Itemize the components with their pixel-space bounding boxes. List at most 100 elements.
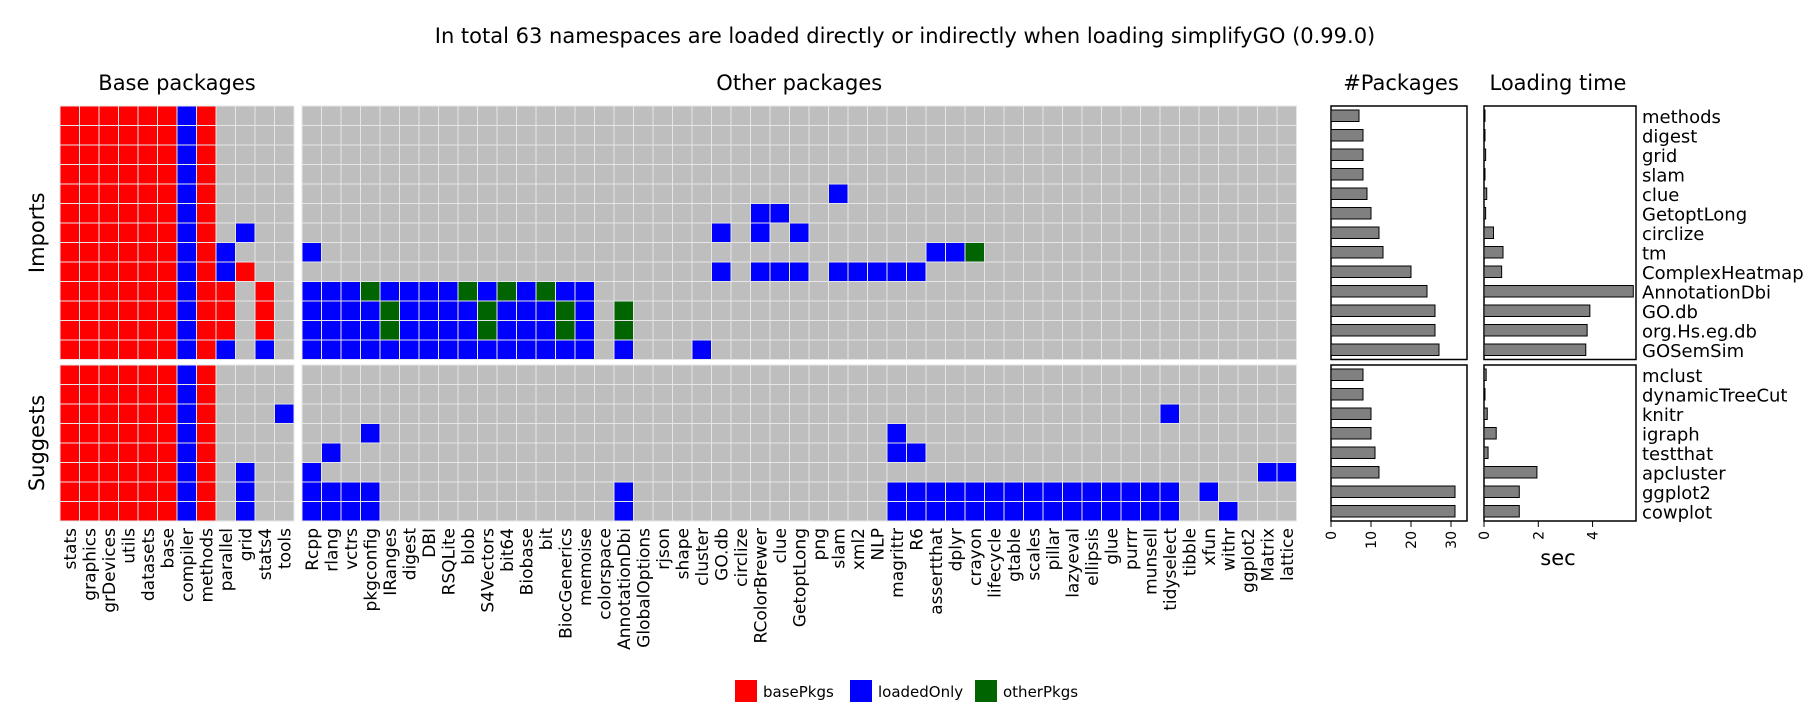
heatmap-cell [594,481,615,502]
heatmap-cell [496,164,517,185]
heatmap-cell [418,164,439,185]
heatmap-cell [1159,339,1180,360]
heatmap-cell [1218,183,1239,204]
heatmap-cell [906,300,927,321]
heatmap-cell [925,125,946,146]
heatmap-cell [652,300,673,321]
heatmap-cell [1198,442,1219,463]
heatmap-cell [176,300,197,321]
heatmap-cell [418,462,439,483]
heatmap-cell [1237,403,1258,424]
heatmap-cell [516,423,537,444]
heatmap-cell [1081,125,1102,146]
heatmap-cell [157,203,178,224]
heatmap-cell [98,320,119,341]
heatmap-cell [808,442,829,463]
column-label: DBI [420,528,440,558]
heatmap-cell [340,442,361,463]
heatmap-cell [1042,442,1063,463]
column-label: withr [1219,528,1239,571]
column-label: png [810,528,830,560]
heatmap-cell [59,300,80,321]
heatmap-cell [1237,183,1258,204]
heatmap-cell [1159,222,1180,243]
heatmap-cell [137,339,158,360]
heatmap-cell [769,384,790,405]
heatmap-cell [594,125,615,146]
heatmap-cell [215,105,236,126]
heatmap-cell [1120,501,1141,522]
heatmap-cell [867,222,888,243]
heatmap-cell [1003,203,1024,224]
heatmap-cell [1023,125,1044,146]
column-label: tibble [1180,528,1200,576]
heatmap-cell [652,281,673,302]
heatmap-cell [301,222,322,243]
heatmap-cell [1257,261,1278,282]
heatmap-cell [496,320,517,341]
heatmap-cell [157,222,178,243]
heatmap-cell [379,125,400,146]
heatmap-cell [1120,384,1141,405]
heatmap-cell [137,281,158,302]
heatmap-cell [1276,281,1297,302]
panel-title: #Packages [1343,71,1459,95]
heatmap-cell [457,403,478,424]
heatmap-cell [196,281,217,302]
heatmap-cell [1023,261,1044,282]
heatmap-cell [157,462,178,483]
heatmap-cell [516,203,537,224]
heatmap-cell [176,203,197,224]
legend-swatch [850,680,872,702]
heatmap-cell [789,222,810,243]
heatmap-cell [1081,339,1102,360]
heatmap-cell [1237,462,1258,483]
heatmap-cell [1120,320,1141,341]
heatmap-cell [535,442,556,463]
heatmap-cell [964,423,985,444]
heatmap-cell [789,105,810,126]
heatmap-cell [867,105,888,126]
column-label: Biobase [517,528,537,595]
heatmap-cell [176,222,197,243]
heatmap-cell [457,242,478,263]
column-label: gtable [1005,528,1025,582]
heatmap-cell [274,261,295,282]
heatmap-cell [808,481,829,502]
bar [1483,368,1487,381]
heatmap-cell [59,462,80,483]
heatmap-cell [1276,203,1297,224]
heatmap-cell [652,481,673,502]
column-label: GlobalOptions [634,528,654,648]
heatmap-cell [1101,144,1122,165]
heatmap-cell [98,403,119,424]
heatmap-cell [1062,384,1083,405]
heatmap-cell [672,222,693,243]
heatmap-cell [691,320,712,341]
heatmap-cell [847,384,868,405]
bar [1330,505,1456,518]
heatmap-cell [964,403,985,424]
heatmap-cell [379,384,400,405]
heatmap-cell [477,320,498,341]
heatmap-cell [379,281,400,302]
heatmap-cell [828,203,849,224]
heatmap-cell [1257,281,1278,302]
heatmap-cell [711,423,732,444]
heatmap-cell [457,339,478,360]
heatmap-cell [594,281,615,302]
heatmap-cell [59,403,80,424]
heatmap-cell [340,462,361,483]
heatmap-cell [808,339,829,360]
column-label: NLP [868,528,888,560]
heatmap-cell [691,281,712,302]
column-label: R6 [907,528,927,551]
heatmap-cell [1257,125,1278,146]
heatmap-cell [691,125,712,146]
heatmap-cell [457,164,478,185]
heatmap-cell [1257,442,1278,463]
heatmap-cell [1081,403,1102,424]
column-label: memoise [576,528,596,606]
heatmap-cell [906,339,927,360]
heatmap-cell [137,481,158,502]
